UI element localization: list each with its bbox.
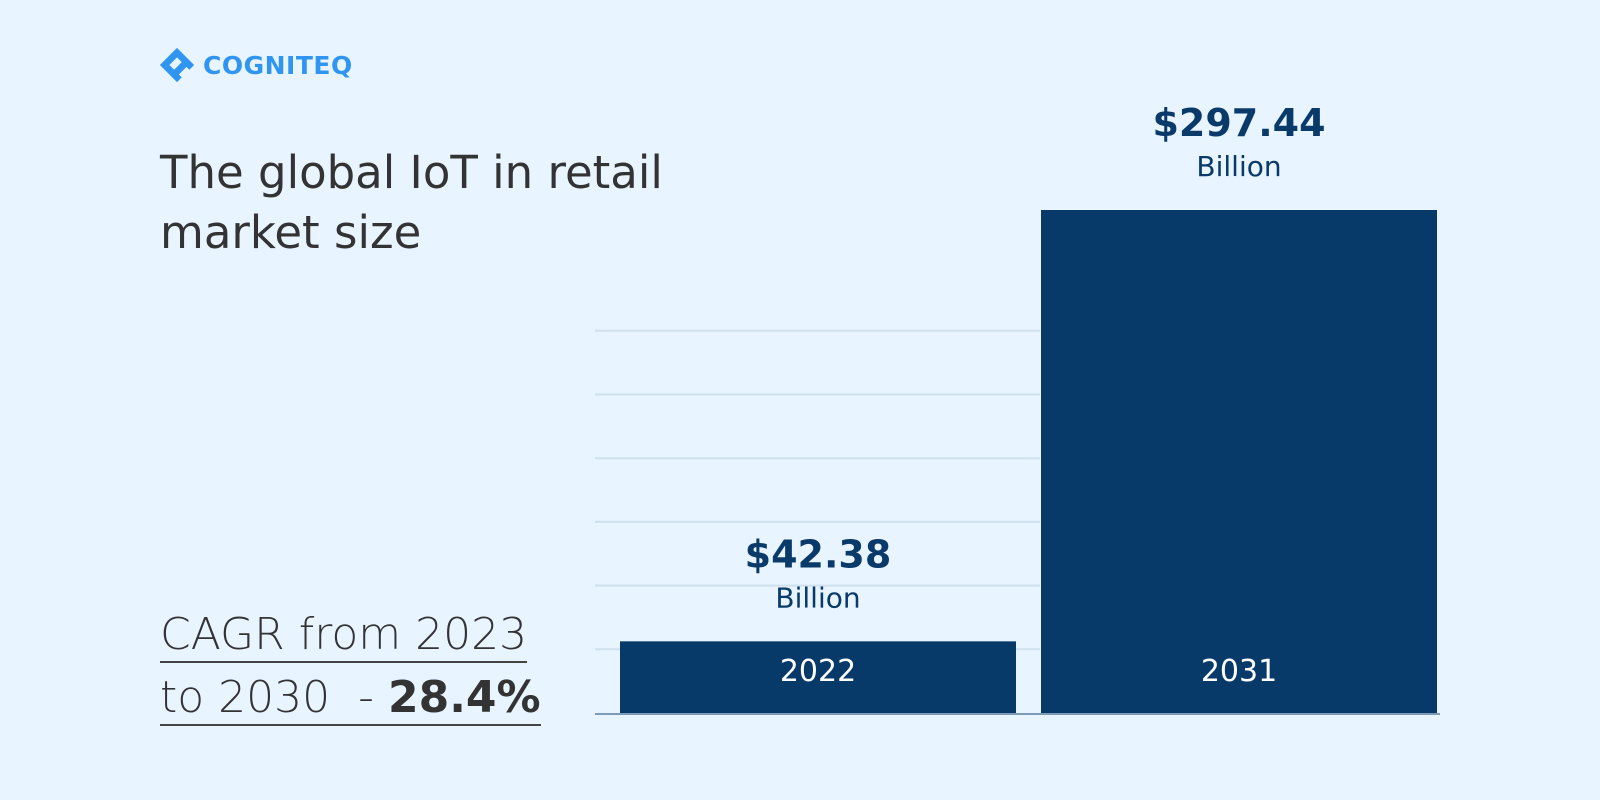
cagr-line-2: to 2030 - 28.4% (160, 672, 541, 726)
bar-2022 (620, 641, 1016, 713)
unit-label: Billion (775, 581, 860, 614)
title-line-1: The global IoT in retail (160, 146, 663, 199)
brand-name: COGNITEQ (203, 50, 353, 80)
bar-2031 (1041, 210, 1437, 713)
brand-logo: COGNITEQ (158, 46, 353, 84)
cagr-statement: CAGR from 2023 to 2030 - 28.4% (160, 603, 541, 729)
bars (620, 210, 1437, 713)
title-line-2: market size (160, 206, 422, 259)
cagr-line-1: CAGR from 2023 (160, 609, 528, 663)
bar-labels: $42.38 Billion 2022 $297.44 Billion 2031 (745, 101, 1326, 689)
cagr-value: 28.4% (387, 672, 541, 723)
cogniteq-logo-icon (159, 47, 195, 83)
page-title: The global IoT in retail market size (160, 143, 720, 263)
category-label: 2031 (1201, 654, 1277, 689)
value-label: $42.38 (745, 532, 892, 576)
value-label: $297.44 (1152, 101, 1325, 145)
category-label: 2022 (780, 654, 856, 689)
cagr-line-2-prefix: to 2030 - (160, 672, 388, 723)
unit-label: Billion (1196, 150, 1281, 183)
